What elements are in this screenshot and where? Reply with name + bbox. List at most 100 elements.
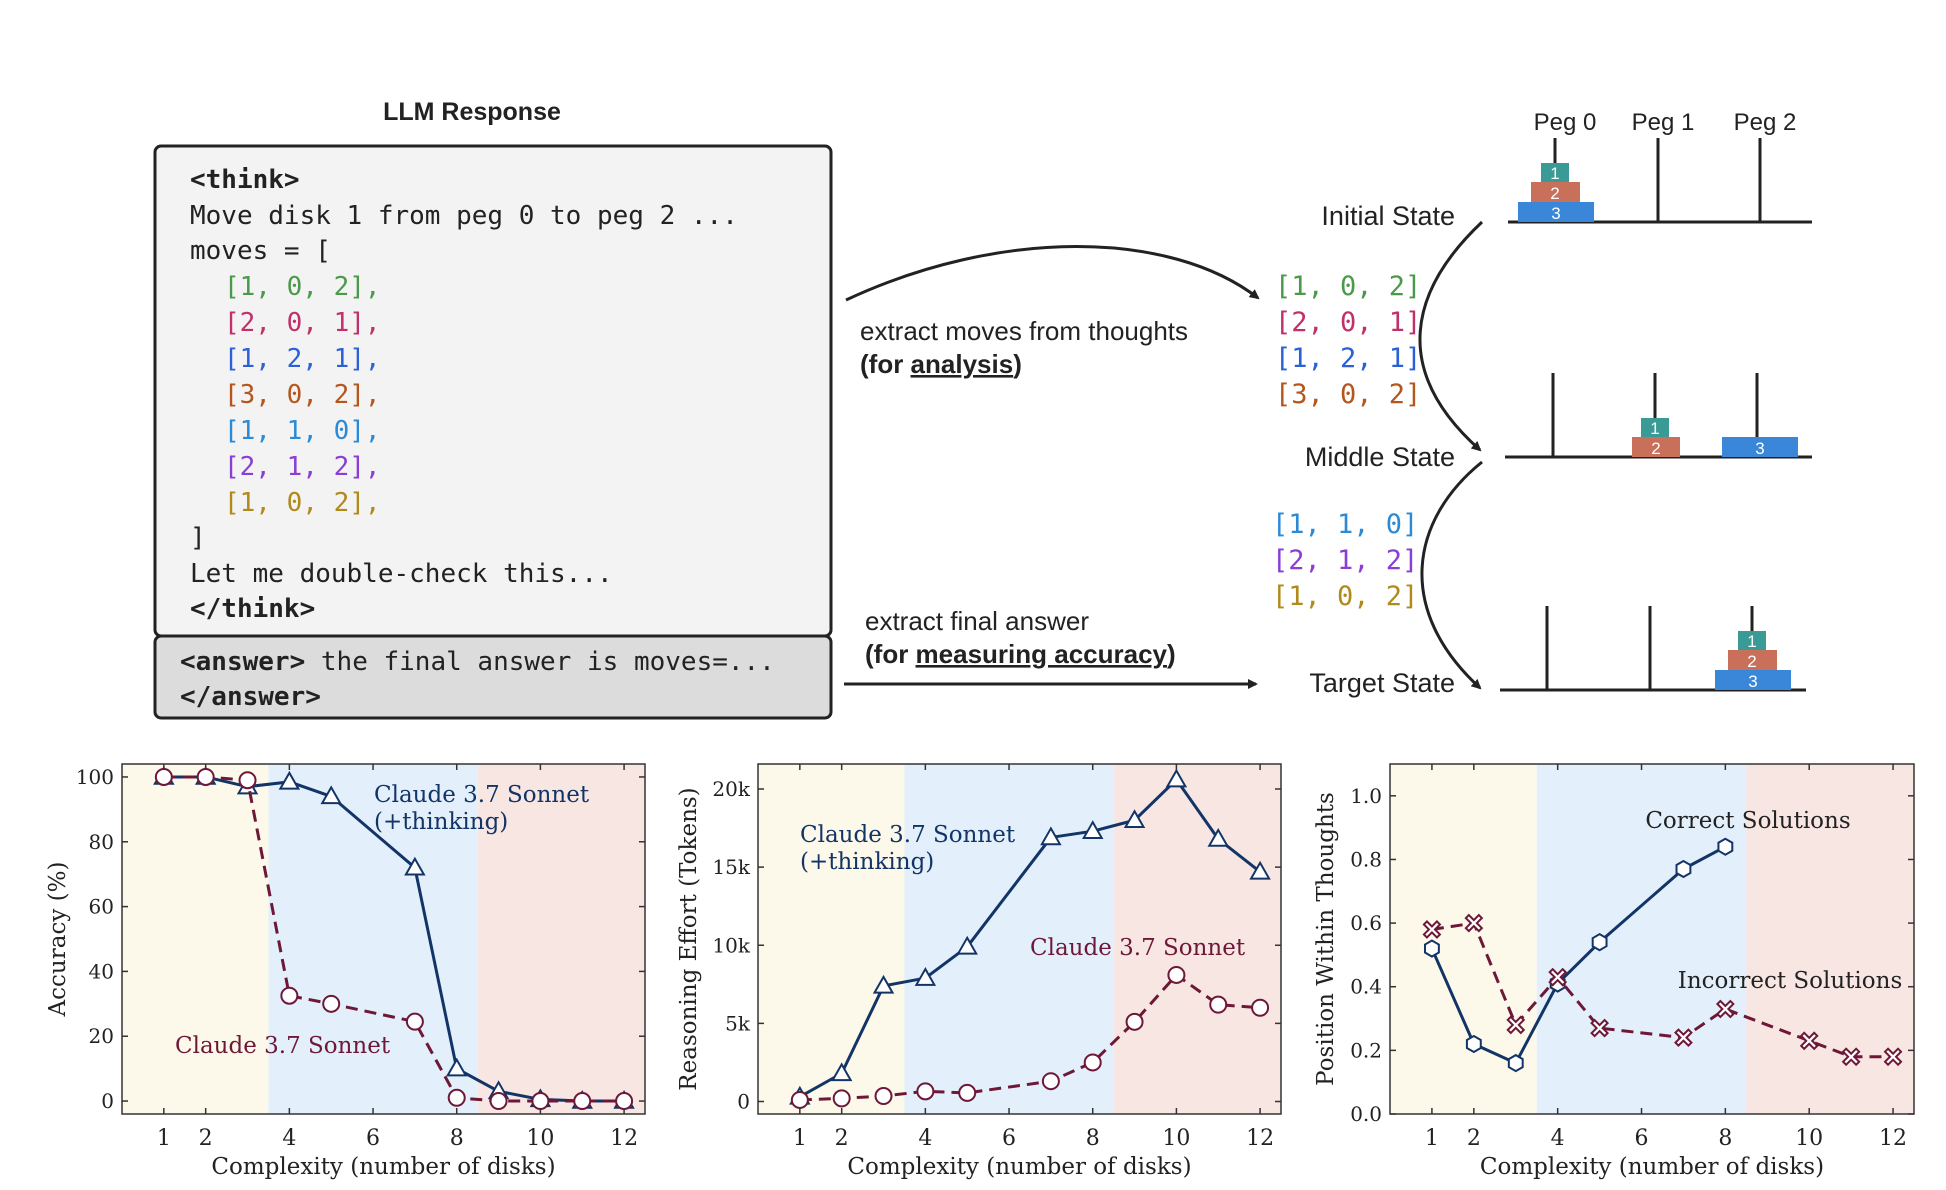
data-point [1167,965,1186,984]
x-tick-label: 8 [450,1126,464,1151]
double-check-line: Let me double-check this... [190,559,613,589]
x-tick-label: 10 [1795,1126,1823,1151]
x-tick-label: 2 [835,1126,849,1151]
data-point [489,1092,508,1111]
y-tick-label: 0.8 [1350,847,1382,871]
first-moves-line: [3, 0, 2] [1275,379,1421,410]
first-moves-line: [1, 0, 2] [1275,271,1421,302]
move-line: [1, 1, 0], [224,416,381,446]
x-tick-label: 12 [1246,1126,1274,1151]
series-label: Claude 3.7 Sonnet [374,782,590,808]
series-label: Claude 3.7 Sonnet [800,822,1016,848]
data-point [1207,827,1229,847]
disk-2 [1531,182,1580,202]
data-point [1799,1031,1819,1051]
x-tick-label: 10 [1162,1126,1190,1151]
move-line: [1, 0, 2], [224,272,381,302]
middle-state-label: Middle State [1305,442,1455,472]
data-point [1717,837,1734,856]
data-point [1081,820,1104,839]
disk-label: 1 [1550,164,1559,183]
data-point [914,967,937,986]
series-label: (+thinking) [374,809,508,835]
data-point [1123,809,1146,828]
disk-label: 1 [1747,632,1756,651]
second-moves-line: [2, 1, 2] [1272,545,1418,576]
peg-label: Peg 1 [1632,109,1695,136]
middle-state-disks [1632,418,1798,457]
state-arrow [1418,220,1484,452]
disk-1 [1641,418,1669,437]
disk-label: 3 [1551,204,1560,223]
disk-label: 3 [1755,439,1764,458]
complexity-region-hard [1746,764,1914,1114]
data-point [958,1083,977,1102]
disk-3 [1722,437,1798,457]
data-point [404,856,426,876]
y-axis-label: Reasoning Effort (Tokens) [676,787,702,1090]
data-point [874,1087,893,1106]
moves-close: ] [190,523,206,553]
data-point [790,1090,809,1109]
target-state-disks [1715,631,1791,690]
data-point [1715,999,1735,1019]
data-point [1251,998,1270,1017]
disk-2 [1632,437,1680,457]
data-point [830,1062,853,1082]
y-tick-label: 0.6 [1350,911,1382,935]
extract-moves-purpose: (for analysis) [860,349,1022,379]
reasoning-effort-chart: Claude 3.7 Sonnet(+thinking)Claude 3.7 S… [676,763,1282,1180]
x-tick-label: 4 [282,1126,296,1151]
data-point [1841,1047,1861,1067]
first-moves-line: [1, 2, 1] [1275,343,1421,374]
data-point [320,785,342,805]
move-line: [1, 0, 2], [224,488,381,518]
data-point [1083,1053,1102,1072]
x-tick-label: 8 [1718,1126,1732,1151]
move-line: [1, 2, 1], [224,344,381,374]
series-line [163,775,625,1103]
answer-text: the final answer is moves=... [305,647,775,677]
data-point [447,1088,466,1107]
series-label: (+thinking) [800,849,934,875]
answer-open-tag: <answer> [180,647,305,677]
series-line [1431,921,1894,1059]
data-point [832,1089,851,1108]
disk-2 [1728,650,1777,670]
moves-open: moves = [ [190,236,331,266]
disk-label: 2 [1651,439,1660,458]
think-open-tag: <think> [190,165,300,195]
x-tick-label: 8 [1086,1126,1100,1151]
data-point [1422,920,1442,939]
x-tick-label: 6 [1635,1126,1649,1151]
data-point [872,974,895,994]
extract-final-purpose: (for measuring accuracy) [865,639,1176,669]
y-tick-label: 0.2 [1350,1038,1382,1062]
y-tick-label: 80 [89,830,114,854]
series-label: Claude 3.7 Sonnet [175,1033,391,1059]
data-point [1507,1053,1524,1073]
data-point [196,767,215,786]
data-point [1591,933,1608,952]
disk-label: 2 [1747,652,1756,671]
x-tick-label: 2 [1467,1126,1481,1151]
y-tick-label: 0 [737,1090,750,1114]
data-point [1040,826,1062,846]
peg-label: Peg 0 [1534,109,1597,136]
extract-final-label: extract final answer [865,606,1089,636]
complexity-region-medium [1536,764,1747,1114]
answer-box [153,634,833,720]
data-point [405,1012,424,1031]
llm-response-title: LLM Response [383,98,561,126]
llm-response-diagram: LLM Response <think> Move disk 1 from pe… [153,98,1812,720]
complexity-region-easy [122,764,269,1114]
y-axis-label: Accuracy (%) [45,862,71,1018]
disk-3 [1518,202,1594,222]
think-line-1: Move disk 1 from peg 0 to peg 2 ... [190,201,738,231]
data-point [1249,860,1271,880]
data-point [1465,1034,1482,1054]
think-close-tag: </think> [190,594,315,624]
x-tick-label: 6 [366,1126,380,1151]
